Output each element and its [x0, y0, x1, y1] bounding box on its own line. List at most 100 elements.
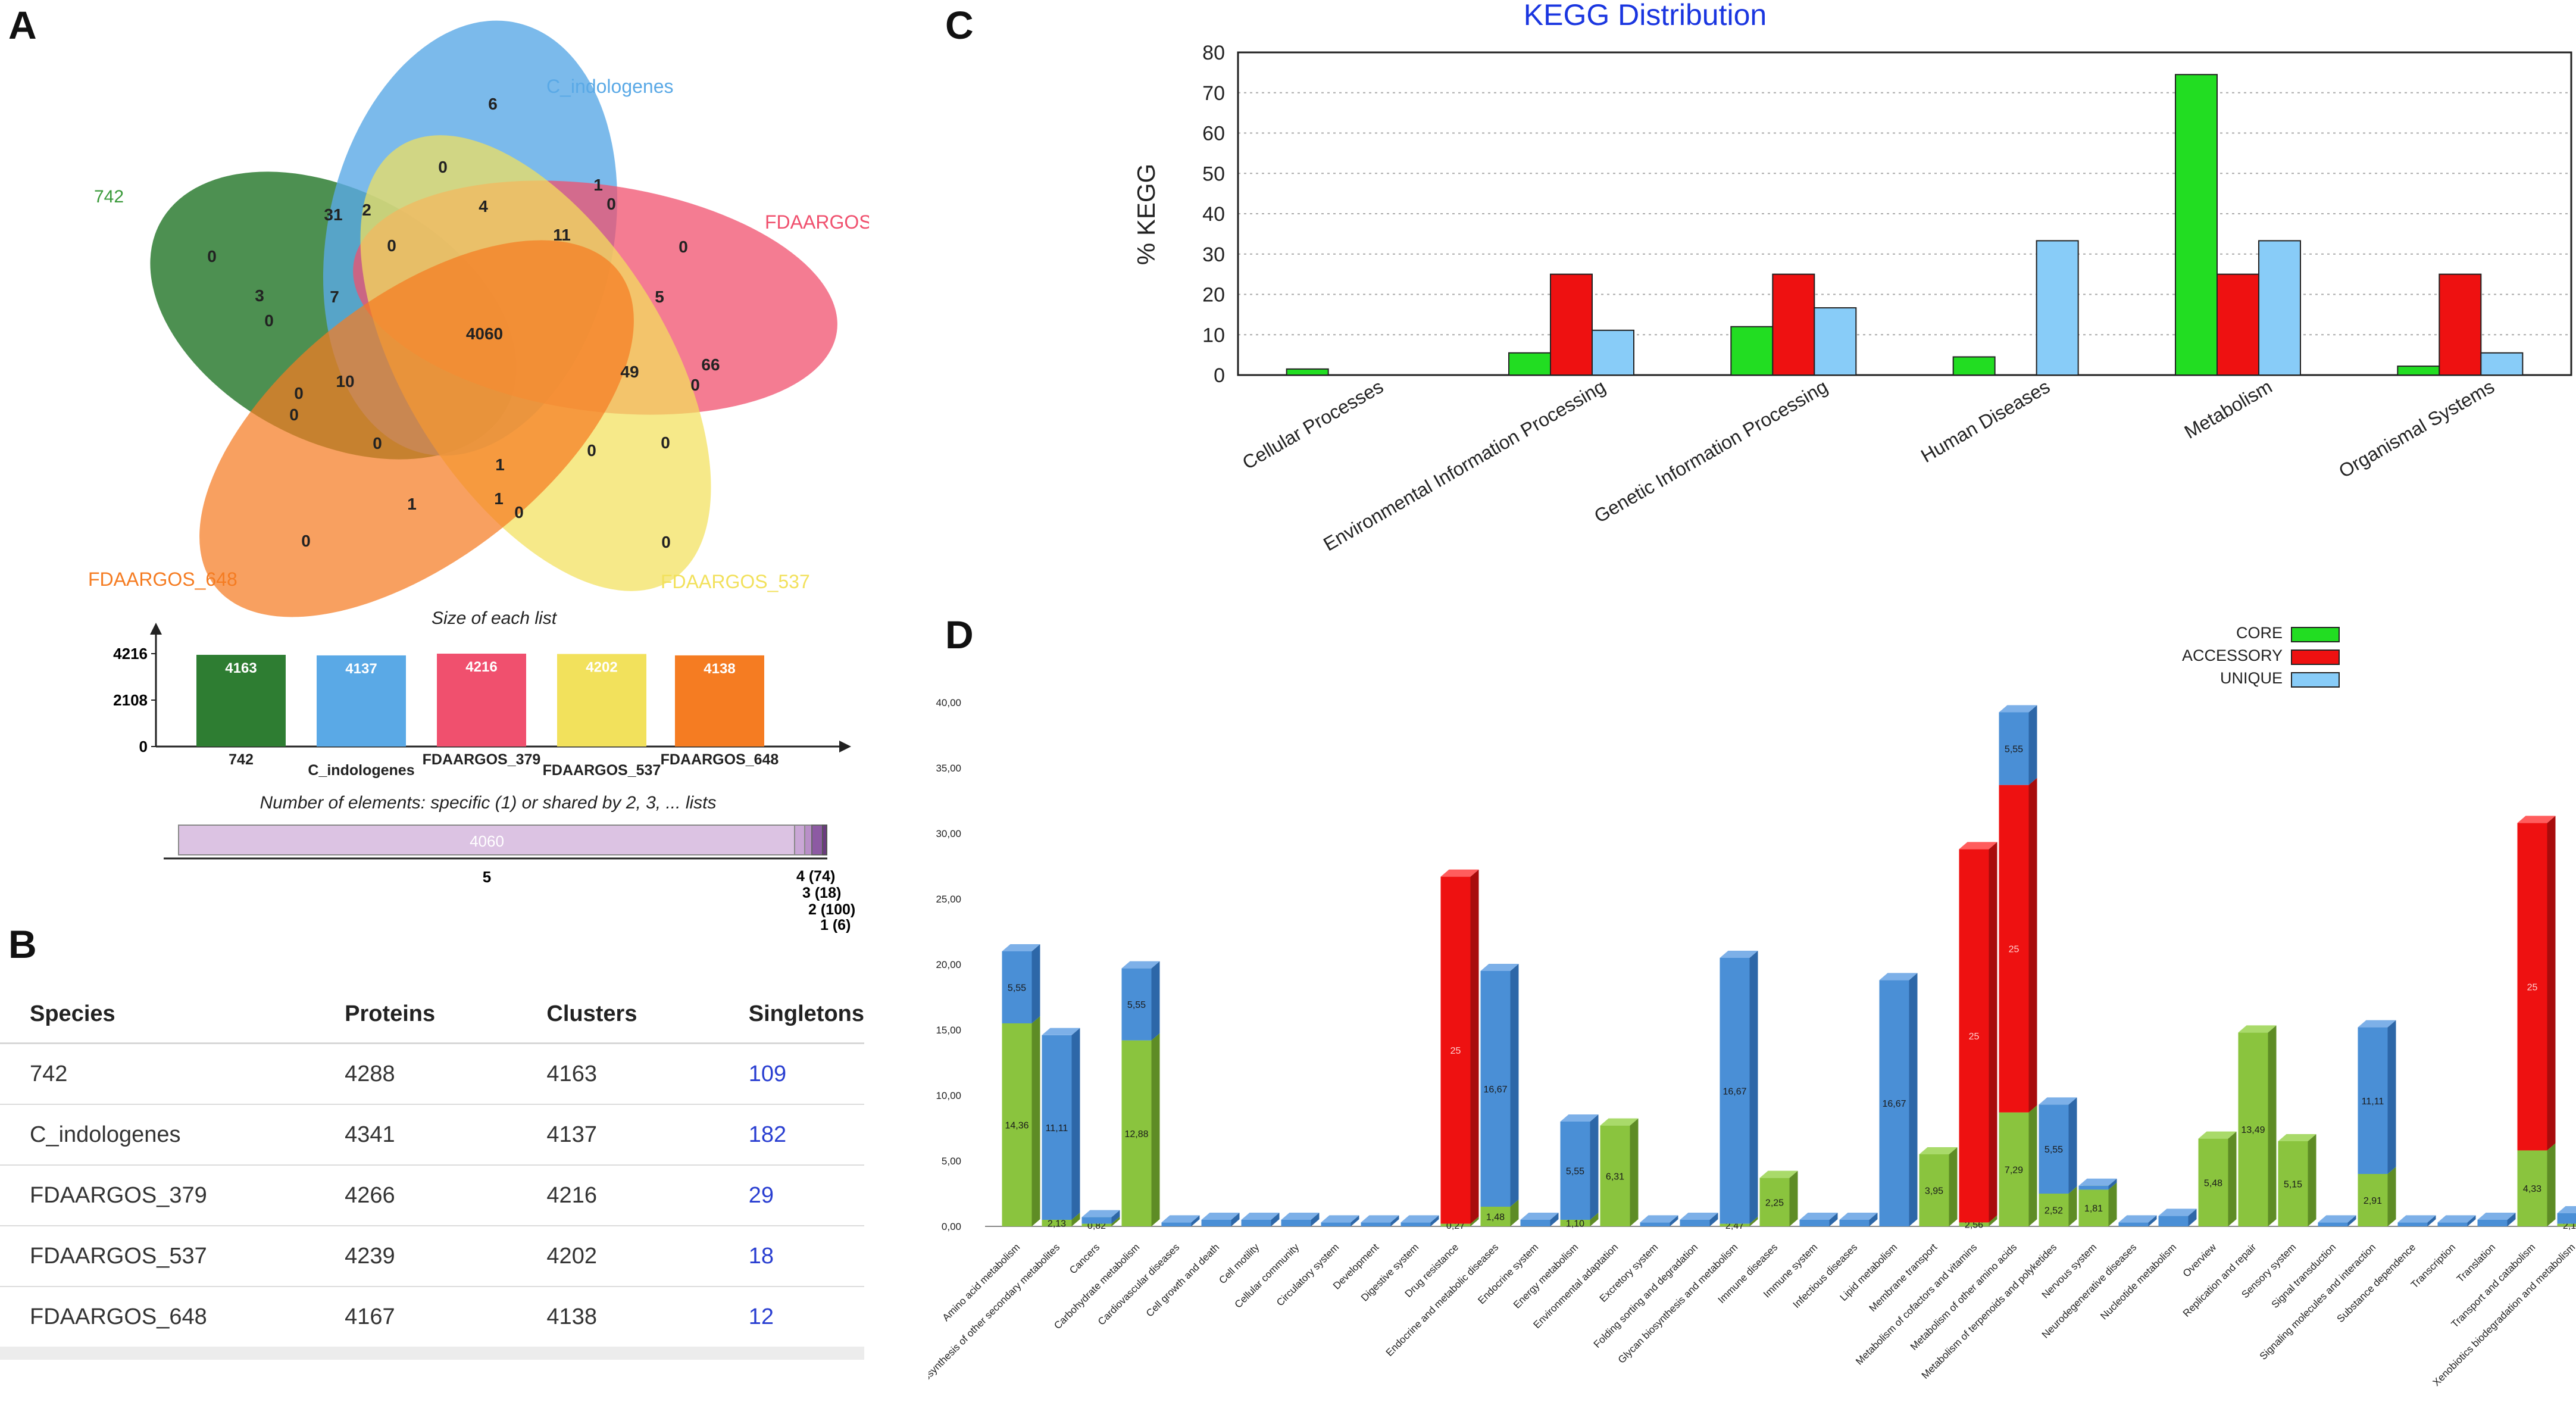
legend-label: CORE: [2236, 624, 2283, 642]
table-header-row: Species Proteins Clusters Singletons: [0, 985, 864, 1044]
cell-singletons[interactable]: 109: [718, 1043, 864, 1105]
venn-region-value: 0: [679, 238, 688, 256]
shared-label-2: 2 (100): [808, 901, 855, 918]
d-bar-side-core: [2068, 1186, 2077, 1226]
d-x-label: Replication and repair: [2181, 1241, 2259, 1319]
kegg-x-label: Metabolism: [2181, 376, 2276, 443]
d-y-tick: 30,00: [936, 828, 961, 839]
d-bar-unique: [1720, 958, 1750, 1224]
d-bar-unique: [2158, 1216, 2189, 1226]
legend-swatch: [2291, 672, 2340, 688]
d-bar-side-unique: [1111, 1210, 1120, 1224]
kegg-bar-accessory: [2217, 273, 2259, 376]
venn-region-value: 11: [553, 226, 571, 244]
header-singletons: Singletons: [718, 985, 864, 1044]
cell-singletons[interactable]: 18: [718, 1226, 864, 1287]
d-bar-side-unique: [2507, 1213, 2516, 1226]
d-bar-side-unique: [1909, 973, 1918, 1226]
d-bar-side-core: [1630, 1118, 1639, 1226]
d-bar-top-unique: [1042, 1028, 1080, 1035]
cell-species: FDAARGOS_379: [0, 1165, 315, 1226]
d-bar-top-unique: [2318, 1215, 2356, 1223]
d-bar-top-unique: [2437, 1215, 2476, 1223]
d-bar-top-unique: [1680, 1213, 1718, 1220]
kegg-y-tick: 60: [1202, 123, 1225, 145]
kegg-x-label: Cellular Processes: [1239, 376, 1387, 474]
d-bar-top-core: [2278, 1134, 2316, 1141]
d-bar-core: [2278, 1141, 2308, 1226]
venn-region-value: 2: [362, 201, 371, 219]
d-bar-top-unique: [2557, 1206, 2576, 1213]
d-bar-label: 25: [2009, 945, 2019, 955]
kegg-bar-core: [2175, 74, 2218, 376]
cell-species: FDAARGOS_648: [30, 1304, 207, 1329]
d-bar-side-accessory: [1989, 842, 1997, 1223]
x-axis-arrow: [839, 741, 851, 752]
cell-clusters: 4216: [517, 1165, 719, 1226]
cell-singletons[interactable]: 12: [748, 1304, 774, 1329]
d-bar-side-unique: [2108, 1178, 2117, 1190]
shared-bar-5: [178, 825, 795, 855]
venn-region-value: 10: [336, 372, 354, 391]
d-bar-unique: [1799, 1220, 1830, 1226]
d-x-label: Metabolism of terpenoids and polyketides: [1920, 1241, 2059, 1381]
d-bar-accessory: [1999, 785, 2029, 1113]
d-bar-label: 2,13: [1048, 1219, 1066, 1229]
d-bar-unique: [1281, 1220, 1311, 1226]
d-bar-side-unique: [2387, 1020, 2396, 1174]
d-bar-core: [1121, 1040, 1152, 1226]
venn-region-value: 1: [494, 489, 504, 508]
d-bar-side-unique: [1709, 1213, 1718, 1226]
venn-region-value: 0: [661, 533, 671, 551]
venn-region-value: 1: [593, 176, 603, 194]
list-size-bar: [675, 655, 764, 747]
d-bar-unique: [2437, 1222, 2468, 1226]
kegg-x-label: Genetic Information Processing: [1590, 376, 1831, 527]
d-bar-top-unique: [1799, 1213, 1838, 1220]
d-bar-unique: [2477, 1220, 2508, 1226]
venn-region-value: 0: [514, 503, 524, 521]
venn-region-value: 0: [301, 532, 311, 550]
d-bar-top-unique: [1839, 1213, 1878, 1220]
d-bar-unique: [1520, 1220, 1550, 1226]
d-bar-side-core: [2228, 1131, 2237, 1226]
venn-region-value: 66: [701, 355, 720, 374]
d-bar-label: 5,15: [2284, 1180, 2302, 1190]
d-bar-core: [2557, 1223, 2576, 1226]
kegg-bar-core: [2397, 366, 2440, 376]
kegg-bar-unique: [2480, 352, 2524, 376]
venn-region-value: 0: [690, 376, 700, 394]
venn-panel: 742 C_indologenes FDAARGOS_ FDAARGOS_648…: [88, 20, 869, 933]
d-bar-label: 11,11: [2362, 1097, 2384, 1107]
d-bar-core: [1042, 1220, 1072, 1226]
d-bar-label: 5,55: [1008, 983, 1026, 994]
list-size-bar-value: 4216: [465, 659, 497, 675]
kegg-distribution-chart: KEGG Distribution % KEGG 0 10 20 30 40 50 60 70…: [1132, 0, 2572, 555]
d-bar-unique: [1400, 1222, 1431, 1226]
shared-bar-2: [811, 825, 823, 855]
ellipse-fdaargos-648: [199, 240, 634, 617]
d-bar-unique: [2397, 1222, 2428, 1226]
kegg-bar-core: [1508, 352, 1551, 376]
venn-region-value: 5: [655, 288, 664, 306]
d-bar-label: 25: [1450, 1046, 1461, 1056]
d-bar-side-core: [1590, 1213, 1599, 1226]
panel-letter-b: B: [8, 922, 37, 966]
cell-proteins: 4341: [315, 1104, 517, 1166]
d-bar-side-unique: [1510, 964, 1519, 1207]
set-label-fdaargos-537: FDAARGOS_537: [661, 571, 810, 592]
d-bar-core: [1560, 1220, 1590, 1226]
cell-proteins: 4167: [345, 1304, 395, 1329]
d-bar-top-unique: [1241, 1213, 1280, 1220]
d-y-tick: 5,00: [942, 1156, 961, 1167]
d-x-label: Translation: [2455, 1241, 2497, 1284]
d-bar-unique: [1241, 1220, 1271, 1226]
cell-singletons[interactable]: 182: [718, 1104, 864, 1166]
kegg-x-label: Organismal Systems: [2335, 376, 2498, 482]
cell-singletons[interactable]: 29: [718, 1165, 864, 1226]
d-bar-label: 6,31: [1606, 1172, 1624, 1182]
d-bar-top-core: [1919, 1147, 1958, 1154]
d-x-label: Overview: [2181, 1241, 2219, 1279]
cell-proteins: 4266: [315, 1165, 517, 1226]
d-bar-unique: [2118, 1222, 2149, 1226]
